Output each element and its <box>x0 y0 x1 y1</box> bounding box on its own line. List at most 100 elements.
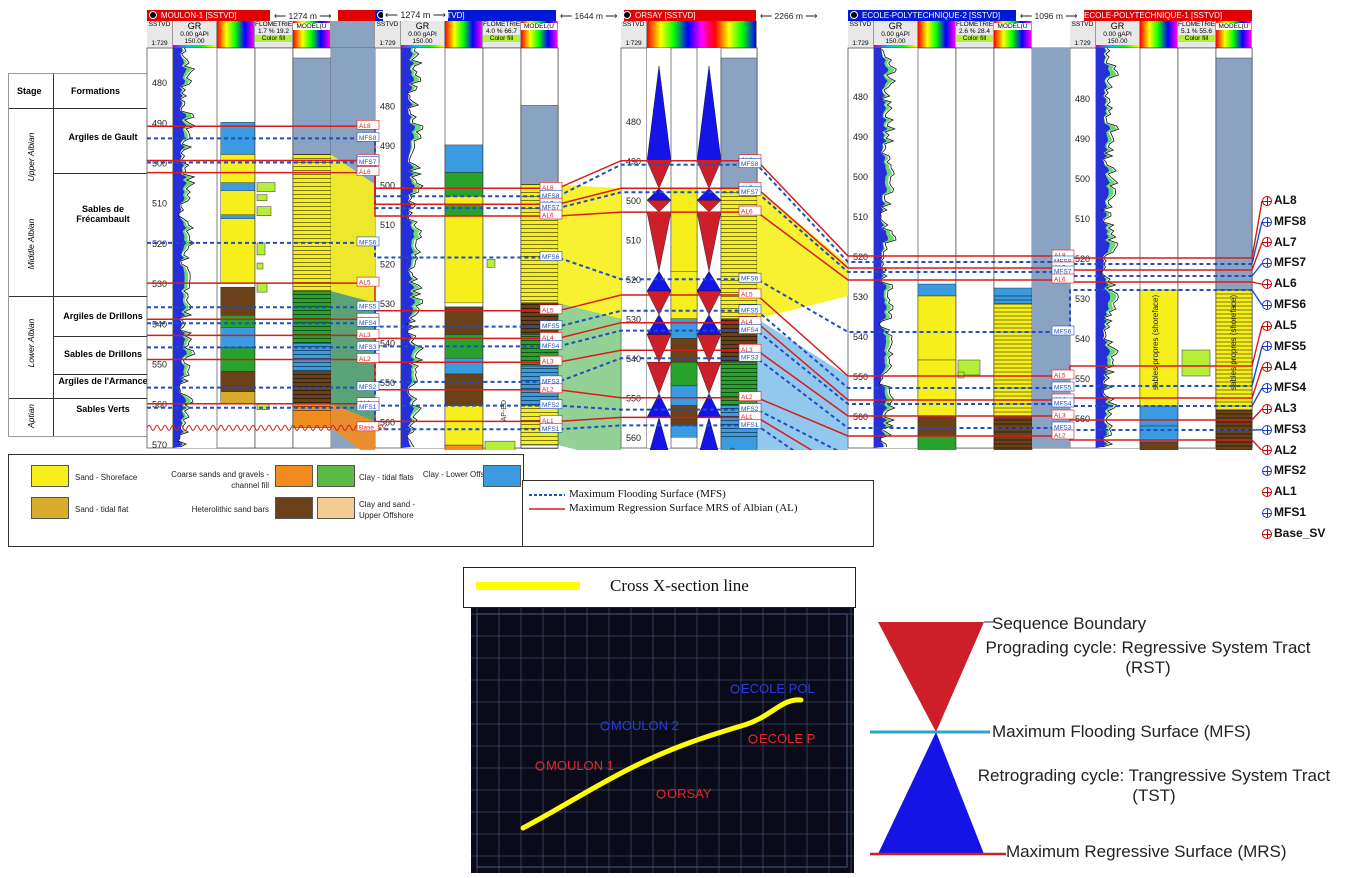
surface-tag-label: AL3 <box>359 332 371 339</box>
surface-label-al6: AL6 <box>1262 276 1297 290</box>
surface-label-mfs7: MFS7 <box>1262 255 1306 269</box>
lithology-bed <box>671 188 697 271</box>
surface-tag-label: MFS5 <box>1054 385 1072 392</box>
lithology-bed <box>445 406 483 446</box>
surface-marker-icon <box>1262 425 1272 435</box>
surface-tag-label: AL3 <box>542 359 554 366</box>
vertical-annotation: sables propres (shoreface) <box>1229 295 1238 390</box>
surface-label-text: MFS3 <box>1274 422 1306 436</box>
mfs-label: Maximum Flooding Surface (MFS) <box>992 722 1251 742</box>
lithology-bed <box>445 173 483 216</box>
map-well-label: MOULON 1 <box>546 758 614 773</box>
surface-connector <box>1252 388 1262 406</box>
surface-marker-icon <box>1262 237 1272 247</box>
surface-tag-label: MFS1 <box>542 426 560 433</box>
surface-marker-icon <box>1262 466 1272 476</box>
surface-label-text: MFS4 <box>1274 380 1306 394</box>
surface-label-mfs3: MFS3 <box>1262 422 1306 436</box>
legend-label: Clay and sand - Upper Offshore <box>359 499 434 521</box>
lithology-bed <box>445 358 483 374</box>
depth-tick-label: 490 <box>853 132 868 142</box>
legend-label: Coarse sands and gravels - channel fill <box>155 469 269 491</box>
depth-tick-label: 560 <box>626 433 641 443</box>
surface-connector <box>1252 282 1262 284</box>
lithology-bed <box>445 145 483 173</box>
surface-tag-label: AL5 <box>741 292 753 299</box>
sequence-boundary-label: Sequence Boundary <box>992 614 1146 634</box>
lithology-bed <box>671 362 697 386</box>
legend-label: Heterolithic sand bars <box>169 505 269 514</box>
surface-tag-label: AL5 <box>1054 373 1066 380</box>
map-well-label: MOULON 2 <box>611 718 679 733</box>
depth-tick-label: 550 <box>1075 374 1090 384</box>
surface-label-al5: AL5 <box>1262 318 1297 332</box>
surface-label-mfs8: MFS8 <box>1262 214 1306 228</box>
surface-marker-icon <box>1262 487 1272 497</box>
surface-label-al4: AL4 <box>1262 359 1297 373</box>
depth-tick-label: 530 <box>152 279 167 289</box>
flometrie-bar <box>1182 350 1210 376</box>
surface-connector <box>1252 326 1262 366</box>
lithology-bed <box>918 296 956 360</box>
depth-tick-label: 540 <box>853 332 868 342</box>
surface-tag-label: MFS1 <box>741 422 759 429</box>
legend-swatch-heterolithic <box>275 497 313 519</box>
cross-section-drawing: 4804905005105205305405505605704804905005… <box>0 0 1354 450</box>
legend-swatch-clay-tidal-flats <box>317 465 355 487</box>
depth-tick-label: 530 <box>853 292 868 302</box>
lithology-bed <box>1140 442 1178 450</box>
flometrie-bar <box>257 283 267 292</box>
sequence-stratigraphy-legend: Sequence Boundary Prograding cycle: Regr… <box>866 612 1354 874</box>
surface-marker-icon <box>1262 341 1272 351</box>
lithology-bed <box>221 372 255 392</box>
surface-label-al7: AL7 <box>1262 235 1297 249</box>
depth-tick-label: 480 <box>152 78 167 88</box>
surface-tag-label: MFS8 <box>359 135 377 142</box>
depth-tick-label: 490 <box>1075 134 1090 144</box>
lithology-bed <box>221 392 255 404</box>
depth-tick-label: 550 <box>853 372 868 382</box>
legend-swatch-clay-sand-offshore <box>317 497 355 519</box>
well-location-marker <box>731 685 739 693</box>
surface-label-text: AL5 <box>1274 318 1297 332</box>
lithology-legend: Sand - Shoreface Sand - tidal flat Coars… <box>8 454 524 547</box>
depth-tick-label: 550 <box>626 394 641 404</box>
legend-mrs-label: Maximum Regression Surface MRS of Albian… <box>569 502 798 514</box>
map-title-box: Cross X-section line <box>463 567 856 608</box>
surface-tag-label: MFS8 <box>741 161 759 168</box>
surface-label-mfs4: MFS4 <box>1262 380 1306 394</box>
surface-label-text: AL8 <box>1274 193 1297 207</box>
well-location-marker <box>657 790 665 798</box>
depth-tick-label: 500 <box>853 172 868 182</box>
surface-tag-label: MFS2 <box>542 402 560 409</box>
surface-tag-label: MFS3 <box>359 344 377 351</box>
lithology-bed <box>671 406 697 426</box>
surface-marker-icon <box>1262 258 1272 268</box>
surface-label-text: AL2 <box>1274 443 1297 457</box>
prograding-label: Prograding cycle: Regressive System Trac… <box>978 638 1318 678</box>
surface-tag-label: Base_SV <box>359 424 387 431</box>
surface-label-text: Base_SV <box>1274 526 1325 540</box>
surface-label-mfs6: MFS6 <box>1262 297 1306 311</box>
surface-legend: Maximum Flooding Surface (MFS) Maximum R… <box>522 480 874 547</box>
depth-tick-label: 510 <box>152 199 167 209</box>
flometrie-track <box>1178 48 1216 448</box>
flometrie-bar <box>257 263 263 269</box>
surface-tag-label: MFS6 <box>359 239 377 246</box>
rst-triangle <box>878 622 984 732</box>
surface-label-text: MFS1 <box>1274 505 1306 519</box>
surface-label-mfs1: MFS1 <box>1262 505 1306 519</box>
lithology-bed <box>221 287 255 315</box>
surface-label-al2: AL2 <box>1262 443 1297 457</box>
surface-marker-icon <box>1262 508 1272 518</box>
distance-label: ⟵ 2266 m ⟶ <box>760 11 818 21</box>
surface-marker-icon <box>1262 362 1272 372</box>
depth-tick-label: 530 <box>1075 294 1090 304</box>
depth-tick-label: 570 <box>152 440 167 450</box>
surface-tag-label: MFS4 <box>741 327 759 334</box>
surface-tag-label: MFS3 <box>741 355 759 362</box>
surface-marker-icon <box>1262 279 1272 289</box>
surface-label-text: MFS2 <box>1274 463 1306 477</box>
